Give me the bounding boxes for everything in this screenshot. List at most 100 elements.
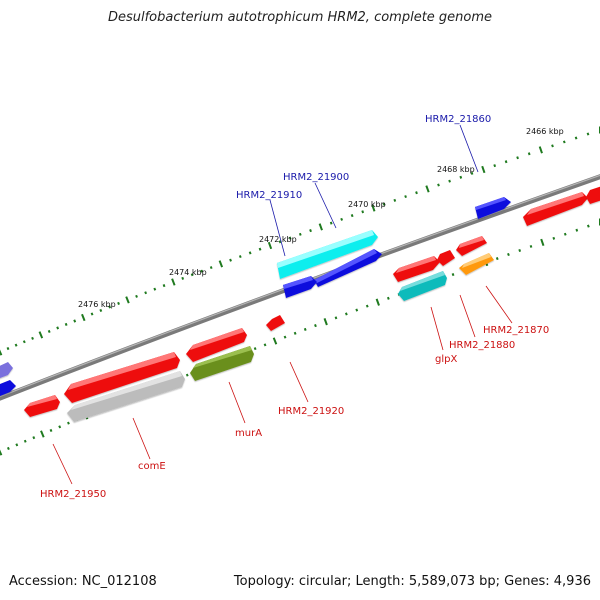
leader-hrm2-21880 [459,294,476,338]
outer-tick-mark [448,179,451,183]
gene-hrm2-21870[interactable] [459,253,494,275]
inner-tick-mark [40,430,45,438]
label-glpx[interactable]: glpX [435,354,457,365]
leader-hrm2-21950 [52,443,73,485]
inner-tick-mark [518,248,522,253]
label-hrm2-21860[interactable]: HRM2_21860 [425,114,491,125]
leader-hrm2-21910 [269,199,286,257]
outer-tick-mark [0,349,3,356]
inner-tick-mark [495,257,499,261]
inner-tick-mark [58,425,62,429]
outer-tick-mark [574,136,578,140]
outer-tick-mark [504,160,508,164]
outer-tick-mark [361,210,365,214]
outer-tick-mark [125,296,130,304]
gene-left-blue[interactable] [0,380,16,398]
outer-tick-mark [288,236,292,240]
gene-mura[interactable] [190,346,254,381]
gene-forward-blue-2[interactable] [314,249,382,287]
label-come[interactable]: comE [138,461,166,472]
outer-tick-mark [144,291,148,295]
outer-tick-mark [404,195,407,199]
leader-hrm2-21870 [485,285,513,324]
inner-tick-mark [575,228,579,232]
leader-come [132,417,151,460]
gene-hrm2-21910[interactable] [283,276,317,298]
gene-reverse-red-small[interactable] [437,250,455,266]
outer-tick-mark [298,232,302,236]
outer-tick-mark [190,273,194,277]
outer-tick-mark [209,266,213,270]
genome-backbone-highlight [0,174,600,398]
gene-glpx-red[interactable] [393,256,440,282]
outer-tick-mark [459,175,463,179]
inner-tick-mark [540,238,545,247]
gene-come[interactable] [67,371,185,422]
inner-tick-mark [253,347,257,351]
outer-tick-mark [64,322,68,326]
inner-tick-mark [15,443,19,447]
outer-tick-mark [171,278,176,286]
outer-tick-mark [162,284,166,288]
inner-tick-mark [185,373,189,377]
leader-hrm2-21900 [314,182,337,229]
outer-tick-mark [153,287,157,291]
genome-stats-text: Topology: circular; Length: 5,589,073 bp… [233,574,591,589]
gene-hrm2-21920[interactable] [266,315,285,331]
outer-tick-mark [415,191,418,195]
outer-tick-mark [551,144,554,148]
scale-label-2468: 2468 kbp [437,165,475,174]
outer-tick-mark [22,340,26,344]
outer-tick-mark [6,347,10,351]
inner-tick-mark [303,327,307,331]
inner-tick-mark [507,252,510,257]
outer-tick-mark [493,164,497,168]
outer-tick-mark [81,313,86,322]
inner-tick-mark [344,312,348,316]
gene-come-red[interactable] [64,352,180,403]
outer-tick-mark [248,251,252,255]
outer-tick-mark [382,202,386,206]
outer-tick-mark [527,152,531,156]
gene-hrm2-21860[interactable] [475,197,511,219]
gene-right-red-2[interactable] [586,185,600,204]
outer-tick-mark [108,305,112,309]
inner-tick-mark [272,337,278,345]
label-hrm2-21870[interactable]: HRM2_21870 [483,325,549,336]
inner-tick-mark [314,324,317,328]
outer-tick-mark [437,183,440,187]
gene-hrm2-21880[interactable] [456,236,487,256]
inner-tick-mark [0,449,3,456]
inner-tick-mark [586,224,590,228]
outer-tick-mark [14,343,18,347]
inner-tick-mark [375,298,380,306]
outer-tick-mark [329,221,333,225]
gene-hrm2-21900[interactable] [277,230,378,279]
inner-tick-mark [293,331,297,335]
outer-tick-mark [73,319,77,323]
label-hrm2-21920[interactable]: HRM2_21920 [278,406,344,417]
outer-tick-mark [181,276,185,280]
outer-tick-mark [562,140,566,144]
outer-tick-track [0,126,600,356]
outer-tick-mark [538,146,543,154]
label-hrm2-21950[interactable]: HRM2_21950 [40,489,106,500]
leader-hrm2-21860 [459,124,479,173]
label-hrm2-21900[interactable]: HRM2_21900 [283,172,349,183]
inner-tick-mark [283,335,287,339]
inner-tick-track [0,218,600,456]
inner-tick-mark [49,428,53,432]
label-hrm2-21880[interactable]: HRM2_21880 [449,340,515,351]
gene-left-purple[interactable] [0,362,13,380]
gene-mid-red[interactable] [186,328,247,362]
outer-tick-mark [238,255,242,259]
scale-label-2470: 2470 kbp [348,200,386,209]
label-mura[interactable]: murA [235,428,262,439]
gene-right-red-1[interactable] [523,192,588,226]
gene-glpx[interactable] [398,271,447,301]
label-hrm2-21910[interactable]: HRM2_21910 [236,190,302,201]
outer-tick-mark [200,269,204,273]
gene-hrm2-21950[interactable] [24,395,60,417]
inner-tick-mark [563,232,567,236]
inner-tick-mark [323,318,328,326]
